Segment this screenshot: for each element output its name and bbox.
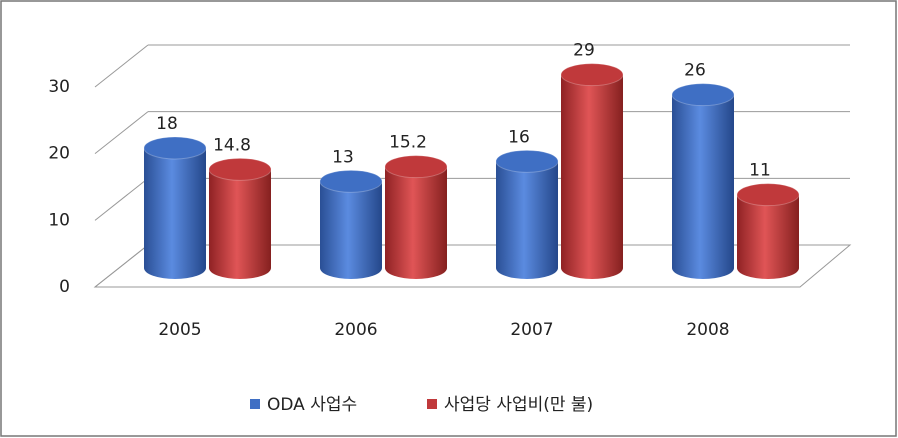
grid-line-side bbox=[94, 111, 149, 155]
legend-label: 사업당 사업비(만 불) bbox=[444, 395, 593, 415]
value-label: 26 bbox=[684, 61, 706, 81]
cylinder-body bbox=[496, 161, 558, 279]
cylinder-top bbox=[384, 155, 448, 179]
value-label: 13 bbox=[332, 147, 354, 167]
value-label: 14.8 bbox=[213, 135, 251, 155]
value-label: 15.2 bbox=[389, 133, 427, 153]
cylinder-body bbox=[144, 148, 206, 279]
y-tick-label: 0 bbox=[59, 277, 70, 297]
cylinder-body bbox=[385, 166, 447, 279]
value-label: 11 bbox=[749, 161, 771, 181]
x-tick-label: 2007 bbox=[510, 320, 553, 340]
cylinder-body bbox=[561, 74, 623, 280]
grid-line-side bbox=[94, 177, 149, 221]
x-tick-label: 2008 bbox=[686, 320, 729, 340]
cylinder-top bbox=[671, 83, 735, 107]
value-label: 29 bbox=[573, 41, 595, 61]
y-tick-label: 20 bbox=[48, 144, 70, 164]
cylinder-top bbox=[736, 183, 800, 207]
cylinder bbox=[495, 149, 559, 279]
value-label: 18 bbox=[156, 114, 178, 134]
cylinder bbox=[671, 83, 735, 280]
y-tick-label: 10 bbox=[48, 210, 70, 230]
cylinder bbox=[384, 155, 448, 279]
cylinder-top bbox=[495, 149, 559, 173]
legend-swatch bbox=[427, 399, 437, 409]
legend-label: ODA 사업수 bbox=[267, 395, 357, 415]
value-label: 16 bbox=[508, 127, 530, 147]
cylinder-body bbox=[737, 194, 799, 279]
y-tick-label: 30 bbox=[48, 77, 70, 97]
cylinder-body bbox=[209, 169, 271, 279]
x-tick-label: 2006 bbox=[334, 320, 377, 340]
cylinder-body bbox=[672, 94, 734, 280]
grid-line-side bbox=[94, 44, 149, 88]
floor bbox=[93, 244, 852, 288]
cylinder-top bbox=[319, 169, 383, 193]
cylinder-body bbox=[320, 181, 382, 279]
cylinder bbox=[208, 157, 272, 279]
cylinder-top bbox=[208, 157, 272, 181]
cylinder bbox=[736, 183, 800, 279]
cylinder-top bbox=[143, 136, 207, 160]
legend-swatch bbox=[250, 399, 260, 409]
cylinder bbox=[319, 169, 383, 279]
cylinder bbox=[143, 136, 207, 279]
cylinder bbox=[560, 63, 624, 280]
x-tick-label: 2005 bbox=[158, 320, 201, 340]
cylinder-top bbox=[560, 63, 624, 87]
grid-line-side bbox=[94, 244, 149, 288]
